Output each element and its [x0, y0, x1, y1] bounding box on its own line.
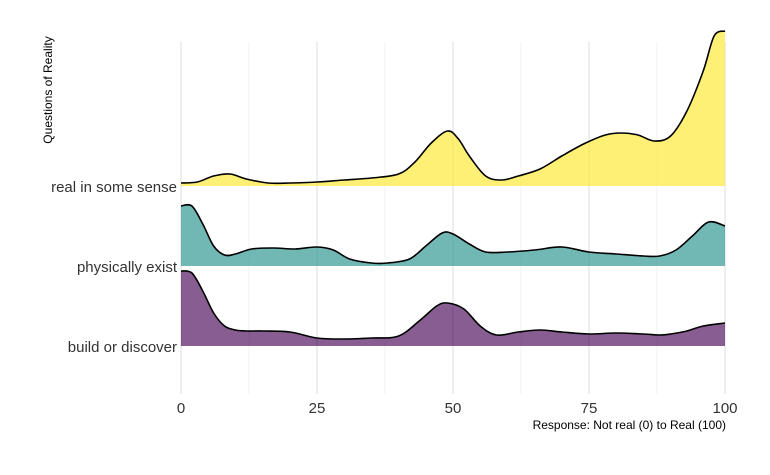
grid-layer: 0 25 50 75 100	[177, 42, 738, 417]
ridge-area-real-in-some-sense	[181, 31, 725, 186]
x-tick-label-75: 75	[581, 400, 598, 417]
category-label-build-or-discover: build or discover	[68, 339, 177, 356]
ridge-layer	[180, 30, 726, 346]
ridge-line-build-or-discover	[180, 270, 726, 340]
x-axis-title: Response: Not real (0) to Real (100)	[533, 418, 726, 432]
x-tick-label-100: 100	[712, 400, 737, 417]
ridge-area-build-or-discover	[181, 270, 725, 346]
y-axis-title: Questions of Reality	[41, 36, 55, 143]
category-label-physically-exist: physically exist	[77, 259, 178, 276]
ridge-area-physically-exist	[181, 204, 725, 266]
x-tick-label-0: 0	[177, 400, 185, 417]
x-tick-label-50: 50	[445, 400, 462, 417]
ridge-line-real-in-some-sense	[180, 30, 726, 185]
ridge-line-physically-exist	[180, 203, 726, 265]
category-label-real-in-some-sense: real in some sense	[51, 179, 177, 196]
label-layer: real in some sense physically exist build …	[51, 179, 178, 356]
x-tick-label-25: 25	[309, 400, 326, 417]
